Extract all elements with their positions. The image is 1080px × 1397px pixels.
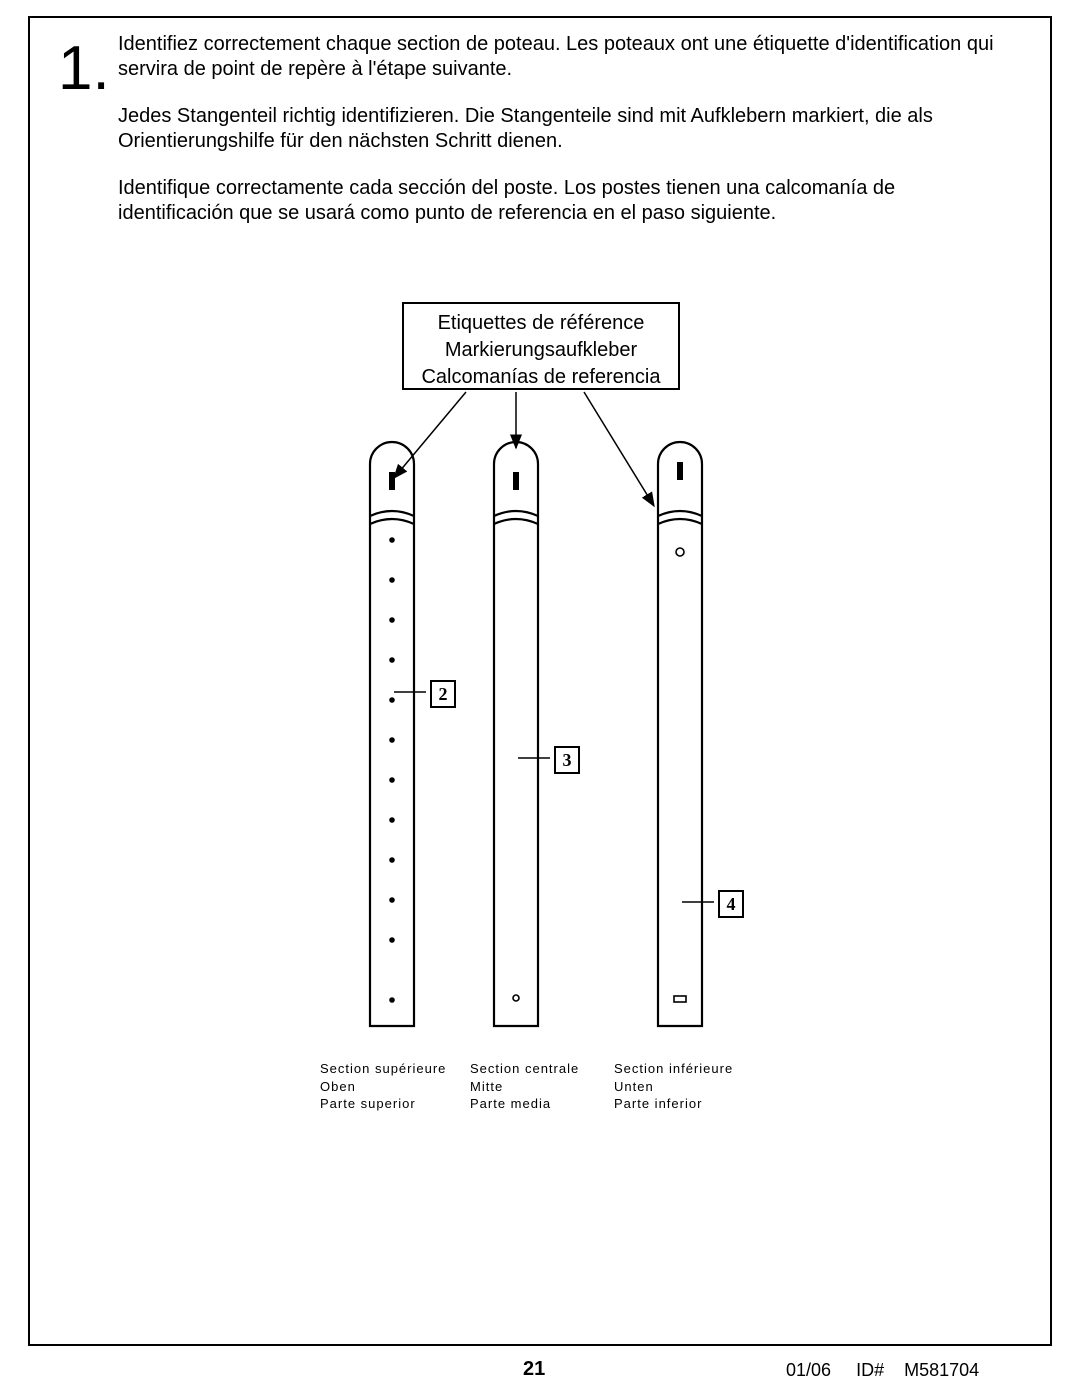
caption-top-es: Parte superior bbox=[320, 1095, 446, 1113]
pole-id-bottom: 4 bbox=[718, 890, 744, 918]
caption-bottom-fr: Section inférieure bbox=[614, 1060, 733, 1078]
page: 1. Identifiez correctement chaque sectio… bbox=[0, 0, 1080, 1397]
caption-bottom-es: Parte inferior bbox=[614, 1095, 733, 1113]
instructions-block: Identifiez correctement chaque section d… bbox=[118, 32, 998, 248]
caption-top-de: Oben bbox=[320, 1078, 446, 1096]
instruction-de: Jedes Stangenteil richtig identifizieren… bbox=[118, 104, 998, 154]
caption-bottom-section: Section inférieure Unten Parte inferior bbox=[614, 1060, 733, 1113]
label-es: Calcomanías de referencia bbox=[404, 364, 678, 391]
label-fr: Etiquettes de référence bbox=[404, 310, 678, 337]
pole-id-top: 2 bbox=[430, 680, 456, 708]
instruction-es: Identifique correctamente cada sección d… bbox=[118, 176, 998, 226]
pole-id-middle: 3 bbox=[554, 746, 580, 774]
footer-page-number: 21 bbox=[523, 1358, 545, 1381]
footer-id: 01/06 ID# M581704 bbox=[786, 1360, 979, 1381]
footer-id-value: M581704 bbox=[904, 1360, 979, 1380]
caption-middle-es: Parte media bbox=[470, 1095, 579, 1113]
footer-date: 01/06 bbox=[786, 1360, 831, 1380]
caption-top-fr: Section supérieure bbox=[320, 1060, 446, 1078]
caption-middle-de: Mitte bbox=[470, 1078, 579, 1096]
footer-id-label: ID# bbox=[856, 1360, 884, 1380]
caption-middle-fr: Section centrale bbox=[470, 1060, 579, 1078]
step-number: 1. bbox=[58, 38, 110, 100]
caption-bottom-de: Unten bbox=[614, 1078, 733, 1096]
instruction-fr: Identifiez correctement chaque section d… bbox=[118, 32, 998, 82]
caption-top-section: Section supérieure Oben Parte superior bbox=[320, 1060, 446, 1113]
reference-label-box: Etiquettes de référence Markierungsaufkl… bbox=[402, 302, 680, 390]
caption-middle-section: Section centrale Mitte Parte media bbox=[470, 1060, 579, 1113]
label-de: Markierungsaufkleber bbox=[404, 337, 678, 364]
